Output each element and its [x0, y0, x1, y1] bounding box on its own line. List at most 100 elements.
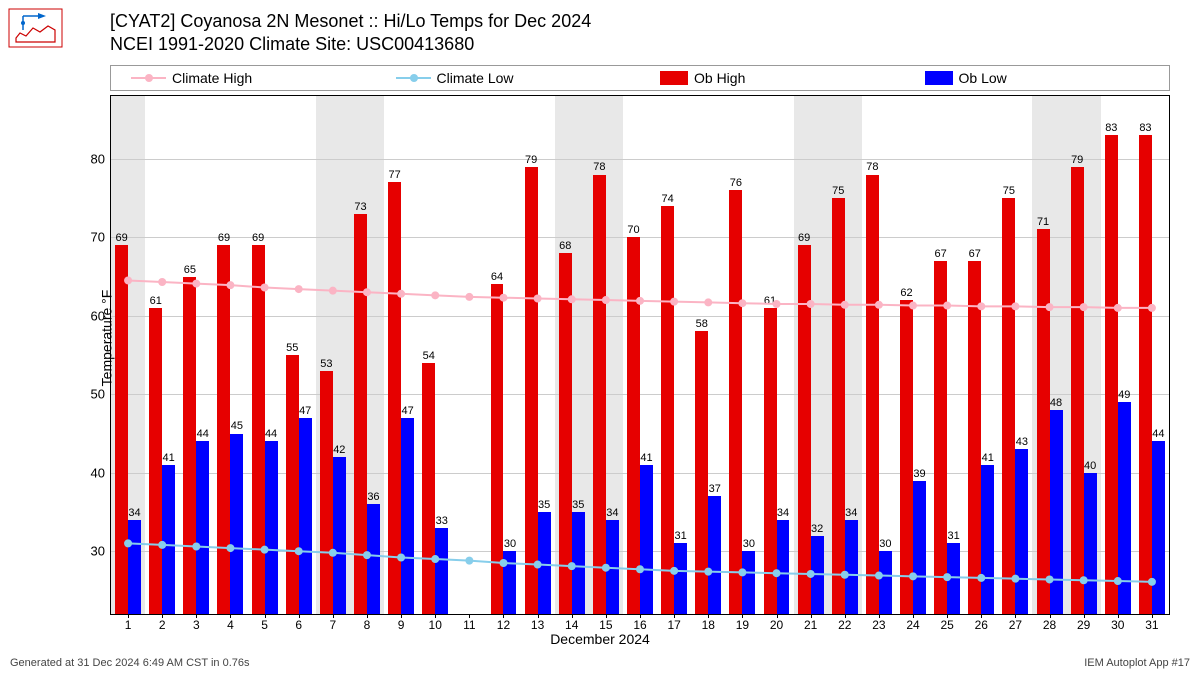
- chart-title: [CYAT2] Coyanosa 2N Mesonet :: Hi/Lo Tem…: [110, 10, 591, 57]
- xtick-mark: [811, 614, 812, 618]
- xtick-mark: [401, 614, 402, 618]
- xtick-mark: [299, 614, 300, 618]
- ob-high-bar: [934, 261, 947, 614]
- bar-value-label: 44: [1152, 428, 1164, 440]
- xtick-mark: [1084, 614, 1085, 618]
- footer-app: IEM Autoplot App #17: [1084, 657, 1190, 669]
- ob-high-bar: [525, 167, 538, 614]
- ob-high-bar: [388, 182, 401, 614]
- xtick-label: 17: [667, 618, 680, 632]
- xtick-mark: [230, 614, 231, 618]
- ytick-label: 80: [91, 151, 105, 166]
- bar-value-label: 67: [969, 248, 981, 260]
- ob-low-bar: [981, 465, 994, 614]
- ob-high-bar: [627, 237, 640, 614]
- grid-line: [111, 159, 1169, 160]
- ob-low-bar: [162, 465, 175, 614]
- ob-high-bar: [183, 277, 196, 614]
- y-axis-label: Temperature °F: [98, 289, 114, 386]
- ob-high-bar: [286, 355, 299, 614]
- xtick-label: 20: [770, 618, 783, 632]
- legend-label: Ob High: [694, 70, 745, 86]
- bar-value-label: 44: [197, 428, 209, 440]
- xtick-mark: [435, 614, 436, 618]
- ob-low-bar: [230, 434, 243, 615]
- ob-low-bar: [879, 551, 892, 614]
- bar-value-label: 43: [1016, 436, 1028, 448]
- xtick-mark: [265, 614, 266, 618]
- bar-value-label: 75: [1003, 185, 1015, 197]
- ob-high-bar: [1037, 229, 1050, 614]
- xtick-label: 12: [497, 618, 510, 632]
- ob-high-bar: [320, 371, 333, 614]
- ob-high-bar: [559, 253, 572, 614]
- bar-value-label: 61: [150, 295, 162, 307]
- xtick-mark: [947, 614, 948, 618]
- xtick-mark: [640, 614, 641, 618]
- legend-ob-high: Ob High: [640, 70, 905, 86]
- xtick-label: 18: [702, 618, 715, 632]
- ob-low-bar: [913, 481, 926, 614]
- ob-low-bar: [1152, 441, 1165, 614]
- bar-value-label: 31: [674, 530, 686, 542]
- legend-label: Climate High: [172, 70, 252, 86]
- bar-value-label: 69: [218, 232, 230, 244]
- ob-high-bar: [729, 190, 742, 614]
- bar-value-label: 41: [163, 452, 175, 464]
- bar-value-label: 71: [1037, 216, 1049, 228]
- ob-low-bar: [1050, 410, 1063, 614]
- xtick-label: 5: [261, 618, 268, 632]
- bar-value-label: 79: [1071, 154, 1083, 166]
- bar-value-label: 34: [606, 507, 618, 519]
- xtick-mark: [196, 614, 197, 618]
- xtick-mark: [333, 614, 334, 618]
- bar-value-label: 41: [640, 452, 652, 464]
- xtick-mark: [674, 614, 675, 618]
- bar-value-label: 33: [436, 515, 448, 527]
- bar-value-label: 42: [333, 444, 345, 456]
- bar-value-label: 34: [128, 507, 140, 519]
- xtick-mark: [538, 614, 539, 618]
- xtick-mark: [606, 614, 607, 618]
- xtick-mark: [913, 614, 914, 618]
- legend-climate-low: Climate Low: [376, 70, 641, 86]
- bar-value-label: 69: [115, 232, 127, 244]
- xtick-label: 4: [227, 618, 234, 632]
- ob-low-bar: [1084, 473, 1097, 614]
- xtick-mark: [503, 614, 504, 618]
- xtick-mark: [777, 614, 778, 618]
- bar-value-label: 76: [730, 177, 742, 189]
- xtick-mark: [128, 614, 129, 618]
- xtick-label: 9: [398, 618, 405, 632]
- legend-label: Climate Low: [437, 70, 514, 86]
- bar-value-label: 30: [504, 538, 516, 550]
- ob-low-bar: [1118, 402, 1131, 614]
- xtick-label: 6: [295, 618, 302, 632]
- ob-high-bar: [115, 245, 128, 614]
- bar-value-label: 37: [709, 483, 721, 495]
- ob-high-bar: [798, 245, 811, 614]
- xtick-label: 28: [1043, 618, 1056, 632]
- bar-value-label: 53: [320, 358, 332, 370]
- bar-value-label: 75: [832, 185, 844, 197]
- xtick-label: 25: [940, 618, 953, 632]
- xtick-mark: [1118, 614, 1119, 618]
- ob-high-bar: [1002, 198, 1015, 614]
- ob-high-bar: [1071, 167, 1084, 614]
- bar-value-label: 31: [948, 530, 960, 542]
- xtick-label: 11: [463, 618, 475, 632]
- ob-low-bar: [196, 441, 209, 614]
- ytick-label: 40: [91, 465, 105, 480]
- legend-climate-high: Climate High: [111, 70, 376, 86]
- bar-value-label: 49: [1118, 389, 1130, 401]
- ob-low-bar: [435, 528, 448, 614]
- bar-value-label: 36: [367, 491, 379, 503]
- ob-high-bar: [422, 363, 435, 614]
- xtick-mark: [708, 614, 709, 618]
- ytick-label: 30: [91, 544, 105, 559]
- ob-low-bar: [742, 551, 755, 614]
- ob-low-bar: [299, 418, 312, 614]
- ob-high-bar: [764, 308, 777, 614]
- xtick-label: 10: [429, 618, 442, 632]
- bar-value-label: 65: [184, 264, 196, 276]
